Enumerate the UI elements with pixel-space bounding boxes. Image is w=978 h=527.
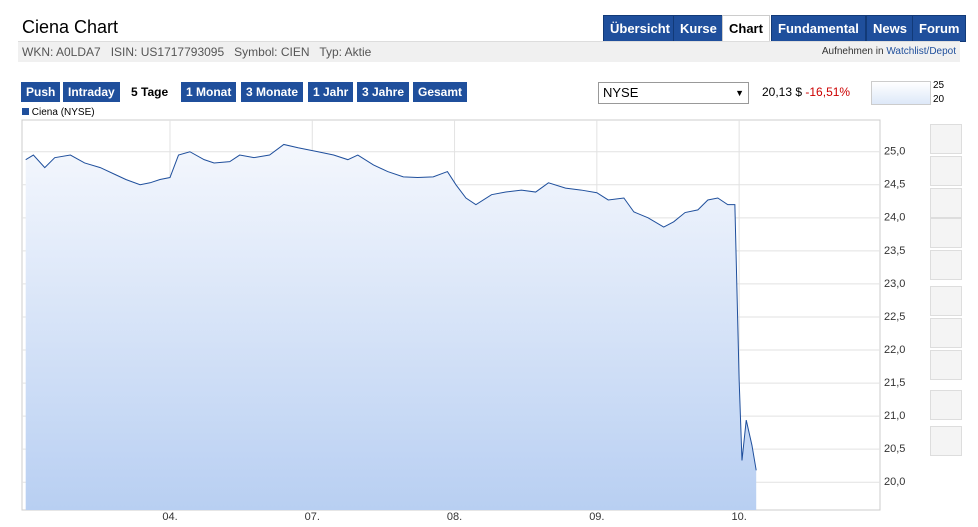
watch-label: Aufnehmen in [821,46,884,57]
y-tick-label: 23,0 [884,278,905,290]
range-button[interactable]: 3 Jahre [357,82,410,102]
chart: 20,0 20,5 21,0 21,5 22,0 22,5 23,0 23,5 24,0 24,5… [21,119,905,523]
tab[interactable]: Fundamental [771,15,866,42]
y-tick-label: 23,5 [884,245,905,257]
tab[interactable]: News [866,15,914,42]
y-tick-label: 20,5 [884,443,905,455]
tool[interactable] [930,218,962,248]
legend: Ciena (NYSE) [22,107,95,118]
exchange: NYSE [603,85,639,100]
range-button[interactable]: Intraday [63,82,120,102]
price: 20,13 $ [762,85,803,99]
range-button[interactable]: 1 Jahr [308,82,354,102]
range-button[interactable]: Gesamt [413,82,468,102]
range-button[interactable]: 1 Monat [181,82,237,102]
info-bar: WKN: A0LDA7 ISIN: US1717793095 Symbol: C… [18,41,960,62]
y-tick-label: 20,0 [884,476,905,488]
x-tick-label: 04. [162,511,177,523]
tool[interactable] [930,318,962,348]
tool[interactable] [930,188,962,218]
mini-label: 20 [933,94,945,105]
area [25,144,757,510]
tool[interactable] [930,156,962,186]
tab[interactable]: Forum [912,15,967,42]
line [25,143,757,471]
range-button[interactable]: 3 Monate [241,82,304,102]
tool[interactable] [930,350,962,380]
legend-label: Ciena (NYSE) [31,107,95,118]
tool[interactable] [930,286,962,316]
tool[interactable] [930,124,962,154]
x-tick-label: 08. [447,511,462,523]
y-tick-label: 25,0 [884,146,905,158]
info: WKN: A0LDA7 [22,45,101,59]
x-tick-label: 07. [305,511,320,523]
watch-link[interactable]: Watchlist/Depot [886,46,956,57]
info: Symbol: CIEN [234,45,310,59]
y-tick-label: 24,0 [884,212,905,224]
info: ISIN: US1717793095 [110,45,225,59]
range-button[interactable]: 5 Tage [126,82,174,102]
mini-label: 25 [933,80,945,91]
tool[interactable] [930,426,962,456]
y-tick-label: 22,5 [884,311,905,323]
page-title: Ciena Chart [22,17,119,37]
range-button[interactable]: Push [21,82,61,102]
quote: 20,13 $ -16,51% [762,85,850,99]
tool[interactable] [930,250,962,280]
y-tick-label: 22,0 [884,344,905,356]
y-tick-label: 21,5 [884,377,905,389]
exchange-select[interactable]: NYSE ▼ [598,82,749,104]
x-tick-label: 09. [589,511,604,523]
info: Typ: Aktie [319,45,372,59]
mini-chart [871,81,931,105]
y-tick-label: 21,0 [884,410,905,422]
tool[interactable] [930,390,962,420]
x-tick-label: 10. [731,511,746,523]
change: -16,51% [805,85,851,99]
y-tick-label: 24,5 [884,179,905,191]
